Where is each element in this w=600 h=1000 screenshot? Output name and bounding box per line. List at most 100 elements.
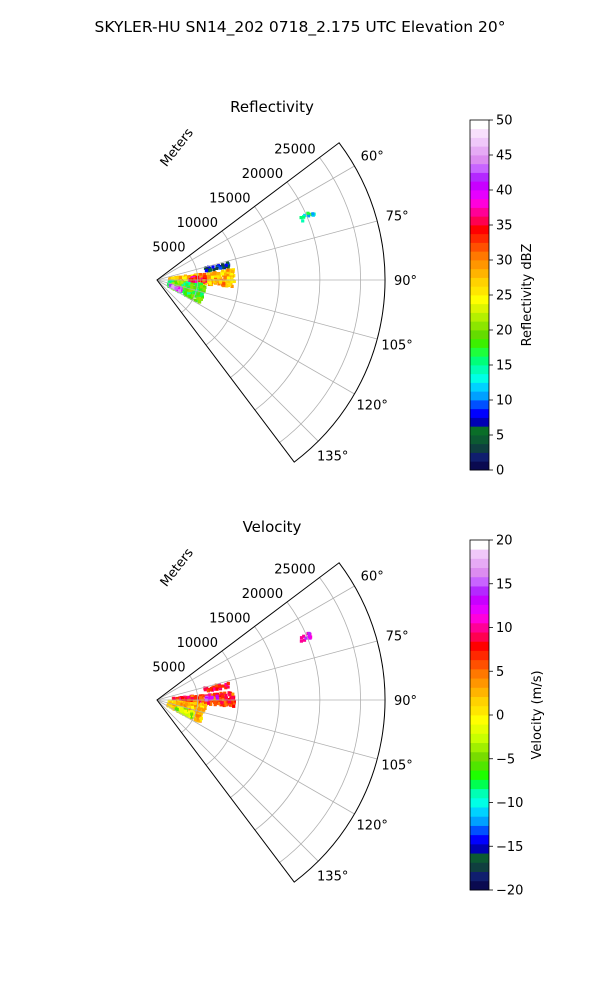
echo-layer <box>166 211 316 304</box>
azimuth-tick-label-90: 90° <box>394 694 417 709</box>
echo-cell-0 <box>221 280 225 284</box>
echo-cell-2 <box>190 710 194 714</box>
colorbar-tick-label: 10 <box>496 394 513 409</box>
echo-cell-0 <box>198 696 203 700</box>
echo-cell-4 <box>221 265 225 270</box>
echo-cell-1 <box>188 295 192 299</box>
echo-cell-1 <box>185 288 189 292</box>
colorbar-segment <box>470 724 489 734</box>
echo-cell-4 <box>203 686 207 690</box>
echo-cell-2 <box>192 714 196 718</box>
echo-cell-0 <box>216 275 220 279</box>
echo-cell-0 <box>230 269 234 273</box>
colorbar-segment <box>470 825 489 836</box>
colorbar-tick-label: 15 <box>496 359 513 374</box>
echo-cell-4 <box>215 266 219 270</box>
echo-cell-1 <box>183 291 187 295</box>
echo-cell-0 <box>230 272 234 276</box>
echo-cell-0 <box>195 699 199 703</box>
range-ring-15000 <box>230 206 280 378</box>
echo-cell-0 <box>220 272 224 276</box>
echo-cell-5 <box>299 216 303 220</box>
reflectivity-title: Reflectivity <box>230 98 314 116</box>
echo-cell-4 <box>212 268 216 272</box>
colorbar-segment <box>470 155 489 165</box>
azimuth-tick-label-105: 105° <box>381 758 412 773</box>
colorbar-segment <box>470 843 489 854</box>
echo-cell-3 <box>215 694 219 698</box>
colorbar-tick-label: 40 <box>496 184 513 199</box>
colorbar-tick-label: 50 <box>496 114 513 129</box>
echo-cell-0 <box>202 272 207 277</box>
echo-cell-4 <box>224 682 228 687</box>
colorbar-segment <box>470 770 489 780</box>
echo-cell-0 <box>184 697 188 701</box>
range-ring-10000 <box>205 230 239 346</box>
echo-cell-4 <box>207 265 211 269</box>
echo-cell-0 <box>231 699 235 703</box>
range-tick-label-25000: 25000 <box>274 563 315 578</box>
range-tick-label-10000: 10000 <box>177 636 218 651</box>
reflectivity-colorbar-label: Reflectivity dBZ <box>520 244 535 347</box>
echo-cell-0 <box>228 702 232 706</box>
colorbar-tick-label: 15 <box>496 577 513 592</box>
reflectivity-colorbar: 0 5 10 15 20 25 30 35 40 45 50 <box>469 114 513 479</box>
echo-cell-2 <box>180 709 184 713</box>
colorbar-tick-label: 0 <box>496 709 504 724</box>
echo-cell-1 <box>179 702 183 706</box>
echo-cell-0 <box>182 698 186 702</box>
echo-cell-0 <box>222 283 226 287</box>
echo-cell-4 <box>218 686 222 690</box>
echo-cell-4 <box>214 683 218 687</box>
colorbar-segment <box>470 862 489 872</box>
colorbar-segment <box>470 807 489 817</box>
colorbar-segment <box>470 128 489 138</box>
echo-cell-2 <box>177 705 181 710</box>
echo-cell-1 <box>192 285 197 290</box>
echo-cell-0 <box>178 697 182 701</box>
echo-cell-0 <box>199 273 203 277</box>
velocity-title: Velocity <box>243 518 302 536</box>
echo-cell-4 <box>215 687 219 691</box>
echo-cell-1 <box>190 705 194 709</box>
echo-cell-0 <box>181 696 185 700</box>
echo-cell-2 <box>178 710 182 714</box>
echo-cell-4 <box>226 265 230 269</box>
echo-cell-0 <box>213 703 217 707</box>
azimuth-spoke-135 <box>156 279 319 442</box>
echo-cell-0 <box>228 693 232 697</box>
echo-cell-4 <box>224 263 228 267</box>
colorbar-segment <box>470 207 489 217</box>
echo-cell-0 <box>228 273 232 277</box>
colorbar-tick-label: 30 <box>496 254 513 269</box>
colorbar-segment <box>470 172 489 182</box>
echo-cell-0 <box>230 274 234 278</box>
azimuth-tick-label-120: 120° <box>357 818 388 833</box>
echo-cell-2 <box>182 712 186 716</box>
echo-cell-1 <box>197 299 201 303</box>
echo-cell-0 <box>208 276 212 280</box>
colorbar-segment <box>470 696 489 707</box>
echo-cell-5 <box>301 219 305 223</box>
echo-cell-1 <box>192 291 196 295</box>
echo-cell-1 <box>200 295 204 299</box>
echo-cell-4 <box>218 684 222 688</box>
colorbar-segment <box>470 338 489 348</box>
colorbar-segment <box>470 705 489 716</box>
echo-cell-1 <box>191 294 195 298</box>
colorbar-segment <box>470 816 489 826</box>
echo-cell-4 <box>204 269 208 273</box>
echo-cell-0 <box>218 696 222 701</box>
echo-cell-4 <box>208 268 212 272</box>
echo-cell-0 <box>198 694 202 698</box>
echo-cell-1 <box>177 701 181 705</box>
echo-cell-3 <box>174 286 178 290</box>
azimuth-spoke-105 <box>156 279 378 340</box>
echo-cell-2 <box>182 709 186 713</box>
echo-cell-2 <box>187 714 191 718</box>
echo-cell-1 <box>183 704 187 708</box>
azimuth-spoke-120 <box>156 279 355 395</box>
echo-cell-1 <box>173 280 177 284</box>
echo-cell-5 <box>302 634 306 638</box>
